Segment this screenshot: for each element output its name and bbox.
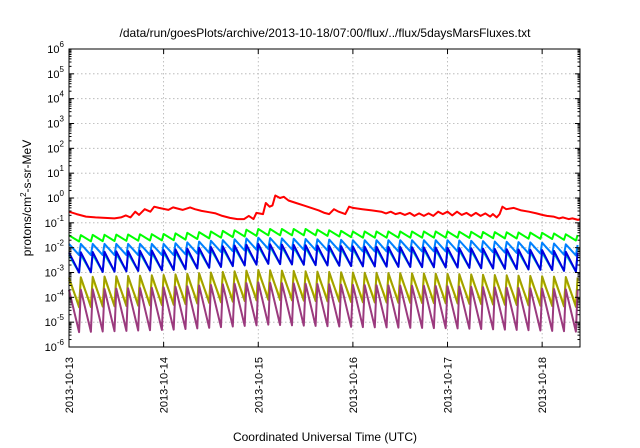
- y-tick-label: 106: [47, 40, 64, 56]
- y-axis-label: protons/cm2-s-sr-MeV: [19, 140, 34, 256]
- series-line: [68, 236, 579, 257]
- y-tick-exp: -3: [57, 264, 65, 273]
- y-tick-label: 10-5: [45, 313, 65, 329]
- y-tick-base: 10: [47, 168, 59, 180]
- y-tick-label: 101: [47, 164, 64, 180]
- y-axis-ticks: 10-610-510-410-310-210-11001011021031041…: [45, 40, 580, 354]
- x-axis-ticks: 2013-10-13 2013-10-14 2013-10-15 2013-10-16…: [64, 49, 549, 413]
- series-line: [68, 228, 579, 243]
- y-tick-exp: 3: [60, 115, 65, 124]
- series-line: [68, 242, 579, 274]
- y-tick-base: 10: [45, 317, 57, 329]
- x-tick-label: 2013-10-15: [253, 357, 265, 413]
- series-line: [68, 194, 581, 221]
- y-tick-base: 10: [47, 94, 59, 106]
- x-tick-label: 2013-10-18: [537, 357, 549, 413]
- x-axis-label: Coordinated Universal Time (UTC): [233, 430, 417, 444]
- y-tick-base: 10: [47, 69, 59, 81]
- x-tick-label: 2013-10-17: [443, 357, 455, 413]
- x-tick-label: 2013-10-14: [159, 357, 171, 413]
- y-tick-exp: 6: [60, 40, 65, 49]
- x-tick-label: 2013-10-13: [64, 357, 76, 413]
- y-tick-label: 104: [47, 90, 64, 106]
- y-tick-label: 102: [47, 139, 64, 155]
- y-tick-base: 10: [47, 193, 59, 205]
- y-tick-label: 10-3: [45, 264, 65, 280]
- y-tick-label: 105: [47, 65, 64, 81]
- y-tick-exp: -1: [57, 214, 65, 223]
- y-tick-label: 10-4: [45, 288, 65, 304]
- series-line: [68, 269, 579, 309]
- x-tick-label: 2013-10-16: [348, 357, 360, 413]
- y-tick-exp: 2: [60, 139, 65, 148]
- y-tick-base: 10: [45, 342, 57, 354]
- y-tick-base: 10: [45, 218, 57, 230]
- y-tick-base: 10: [47, 143, 59, 155]
- y-tick-label: 103: [47, 115, 64, 131]
- y-tick-base: 10: [45, 243, 57, 255]
- y-tick-exp: -4: [57, 288, 65, 297]
- series-layer: [68, 194, 581, 334]
- y-tick-label: 100: [47, 189, 64, 205]
- chart-title: /data/run/goesPlots/archive/2013-10-18/0…: [120, 26, 532, 40]
- y-axis-label-sup: 2: [19, 192, 28, 197]
- y-tick-label: 10-1: [45, 214, 65, 230]
- y-tick-exp: 5: [60, 65, 65, 74]
- y-tick-exp: 0: [60, 189, 65, 198]
- y-tick-base: 10: [47, 44, 59, 56]
- y-tick-label: 10-6: [45, 338, 65, 354]
- series-line: [68, 281, 579, 334]
- y-tick-exp: -6: [57, 338, 65, 347]
- y-tick-exp: -2: [57, 239, 65, 248]
- y-tick-label: 10-2: [45, 239, 65, 255]
- y-tick-base: 10: [47, 119, 59, 131]
- y-tick-base: 10: [45, 292, 57, 304]
- y-tick-exp: 1: [60, 164, 65, 173]
- y-axis-label-base: protons/cm: [20, 197, 34, 256]
- y-tick-exp: 4: [60, 90, 65, 99]
- y-axis-label-rest: -s-sr-MeV: [20, 140, 34, 193]
- y-tick-exp: -5: [57, 313, 65, 322]
- y-tick-base: 10: [45, 268, 57, 280]
